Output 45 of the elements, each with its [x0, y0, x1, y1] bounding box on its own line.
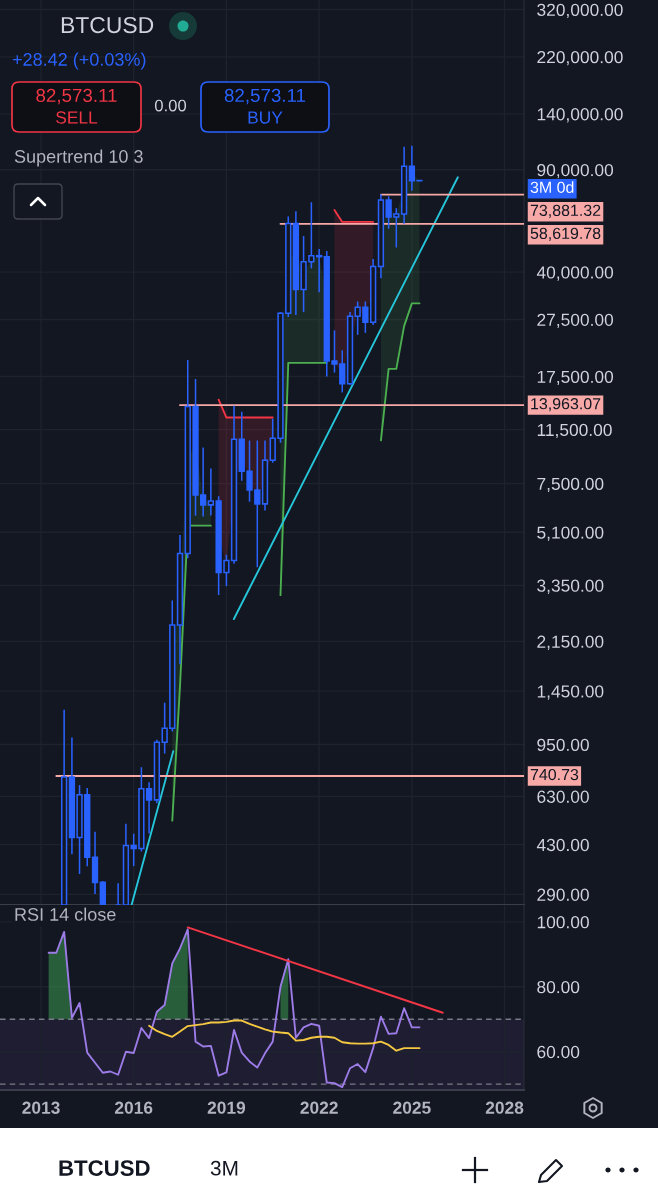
y-tick-label: 40,000.00 — [536, 266, 614, 281]
x-tick-label: 2013 — [22, 1101, 60, 1114]
x-tick-label: 2028 — [485, 1101, 524, 1114]
y-tick-label: 950.00 — [537, 738, 589, 752]
line-series — [47, 928, 421, 1089]
x-tick-label: 2016 — [114, 1101, 153, 1114]
y-tick-label: 80.00 — [537, 980, 580, 994]
text: 3M 0d — [530, 181, 574, 194]
y-tick-label: 290.00 — [537, 888, 589, 901]
data-label: 13,963.07 — [531, 398, 601, 412]
annotation: BUY — [248, 111, 283, 124]
y-tick-label: 1,450.00 — [537, 685, 604, 700]
x-tick-label: 2019 — [207, 1101, 246, 1114]
x-tick-label: 2022 — [300, 1101, 338, 1114]
y-tick-label: 60.00 — [537, 1045, 580, 1059]
y-tick-label: 90,000.00 — [537, 163, 614, 179]
data-label: 58,619.78 — [530, 227, 601, 241]
y-tick-label: 630.00 — [537, 790, 589, 803]
y-tick-label: 430.00 — [536, 838, 589, 852]
y-tick-label: 100.00 — [537, 916, 589, 929]
y-tick-label: 220,000.00 — [537, 50, 623, 66]
data-label: 73,881.32 — [530, 204, 601, 218]
y-tick-label: 5,100.00 — [537, 526, 604, 541]
y-tick-label: 140,000.00 — [537, 108, 623, 123]
annotation: SELL — [56, 111, 98, 124]
annotation: +28.42 (+0.03%) — [12, 52, 146, 70]
text: BTCUSD — [59, 1160, 150, 1176]
x-tick-label: 2025 — [393, 1101, 431, 1114]
annotation: 82,573.11 — [36, 88, 117, 105]
text: 3M — [210, 1160, 238, 1176]
y-tick-label: 17,500.00 — [537, 370, 614, 386]
line-series — [148, 1019, 421, 1052]
y-tick-label: 320,000.00 — [537, 3, 623, 19]
y-tick-label: 7,500.00 — [537, 477, 604, 493]
text: BTCUSD — [61, 16, 154, 34]
data-label: 740.73 — [530, 768, 579, 781]
line-series — [379, 302, 421, 442]
annotation: 82,573.11 — [224, 88, 306, 105]
chart-title: RSI 14 close — [15, 907, 116, 921]
y-tick-label: 2,150.00 — [537, 635, 604, 650]
y-tick-label: 11,500.00 — [537, 423, 612, 439]
y-tick-label: 3,350.00 — [537, 579, 604, 594]
annotation: 0.00 — [154, 99, 187, 112]
annotation: Supertrend 10 3 — [14, 149, 143, 167]
y-tick-label: 27,500.00 — [537, 313, 614, 328]
